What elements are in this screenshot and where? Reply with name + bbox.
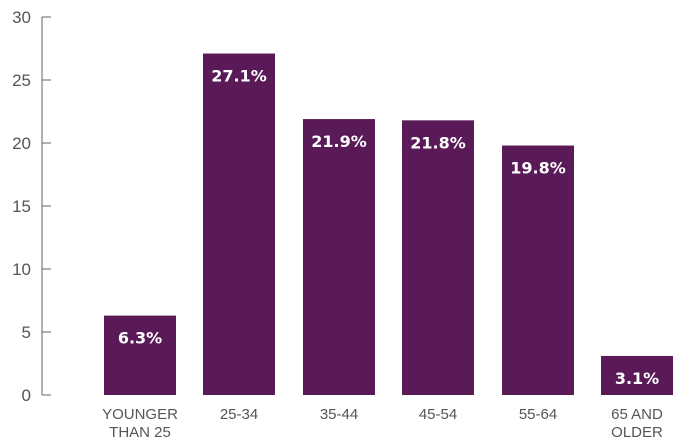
category-label: 25-34 (220, 406, 258, 423)
bars (104, 53, 673, 395)
y-tick-label: 5 (22, 323, 31, 342)
data-labels: 6.3% 27.1% 21.9% 21.8% 19.8% 3.1% (118, 67, 659, 388)
data-label: 6.3% (118, 329, 162, 348)
category-label: THAN 25 (109, 424, 171, 441)
category-label: OLDER (611, 424, 663, 441)
data-label: 19.8% (510, 159, 566, 178)
category-label: 35-44 (320, 406, 358, 423)
data-label: 3.1% (615, 369, 659, 388)
y-tick-label: 10 (12, 260, 31, 279)
data-label: 21.9% (311, 132, 367, 151)
category-label: 45-54 (419, 406, 457, 423)
bar (402, 120, 474, 395)
y-axis: 0 5 10 15 20 25 30 (12, 8, 51, 405)
bar (104, 315, 176, 395)
category-label: 55-64 (519, 406, 557, 423)
y-tick-label: 20 (12, 134, 31, 153)
bar (203, 53, 275, 395)
y-tick-label: 25 (12, 71, 31, 90)
data-label: 21.8% (410, 133, 466, 152)
bar (601, 355, 673, 395)
category-label: 65 AND (611, 406, 663, 423)
bar (502, 145, 574, 395)
y-tick-label: 30 (12, 8, 31, 27)
y-tick-label: 0 (22, 386, 31, 405)
category-label: YOUNGER (102, 406, 178, 423)
y-tick-label: 15 (12, 197, 31, 216)
bar (303, 119, 375, 395)
data-label: 27.1% (211, 67, 267, 86)
